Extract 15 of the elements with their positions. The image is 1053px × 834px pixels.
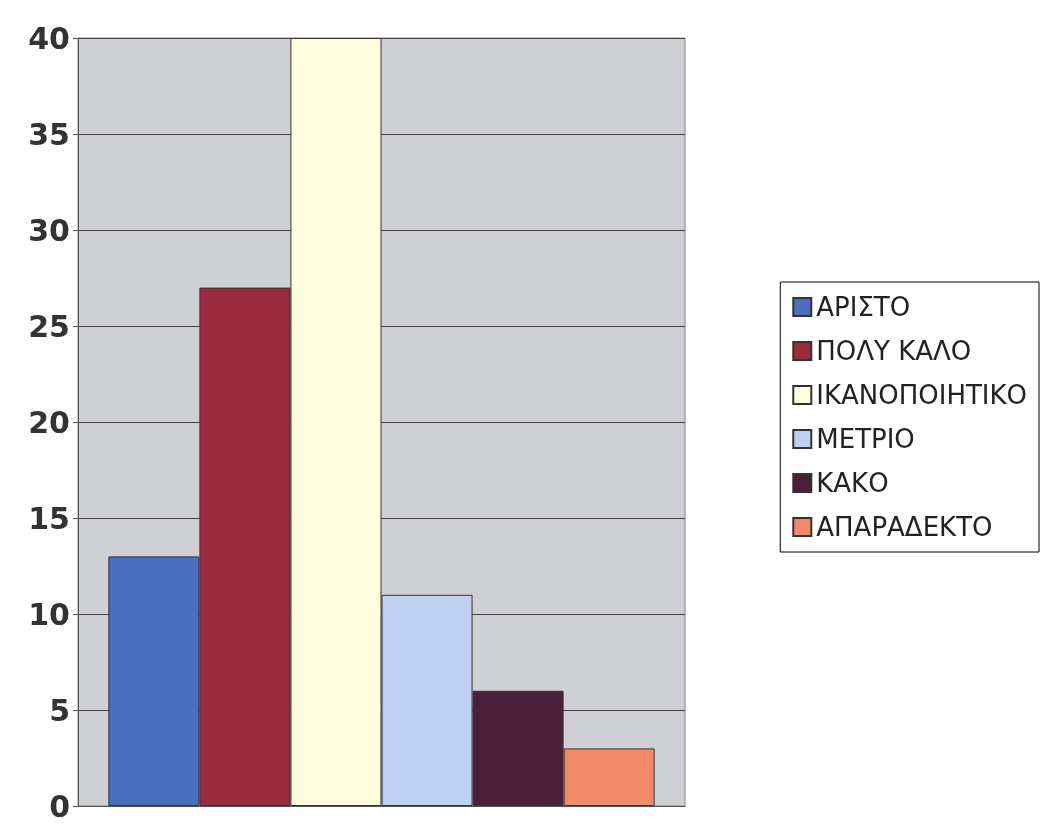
y-tick-label: 40 <box>28 20 70 56</box>
y-tick-label: 15 <box>28 500 70 536</box>
legend-label: ΚΑΚΟ <box>816 468 889 498</box>
legend-label: ΜΕΤΡΙΟ <box>816 424 915 454</box>
y-tick-label: 35 <box>28 116 70 152</box>
y-tick-label: 0 <box>49 788 70 824</box>
legend-label: ΑΡΙΣΤΟ <box>816 292 911 322</box>
legend-label: ΑΠΑΡΑΔΕΚΤΟ <box>816 512 993 542</box>
y-tick-label: 20 <box>28 404 70 440</box>
legend-label: ΠΟΛΥ ΚΑΛΟ <box>816 336 972 366</box>
legend-label: ΙΚΑΝΟΠΟΙΗΤΙΚΟ <box>816 380 1027 410</box>
y-tick-label: 5 <box>49 692 70 728</box>
y-tick-label: 25 <box>28 308 70 344</box>
y-tick-label: 10 <box>28 596 70 632</box>
y-tick-label: 30 <box>28 212 70 248</box>
